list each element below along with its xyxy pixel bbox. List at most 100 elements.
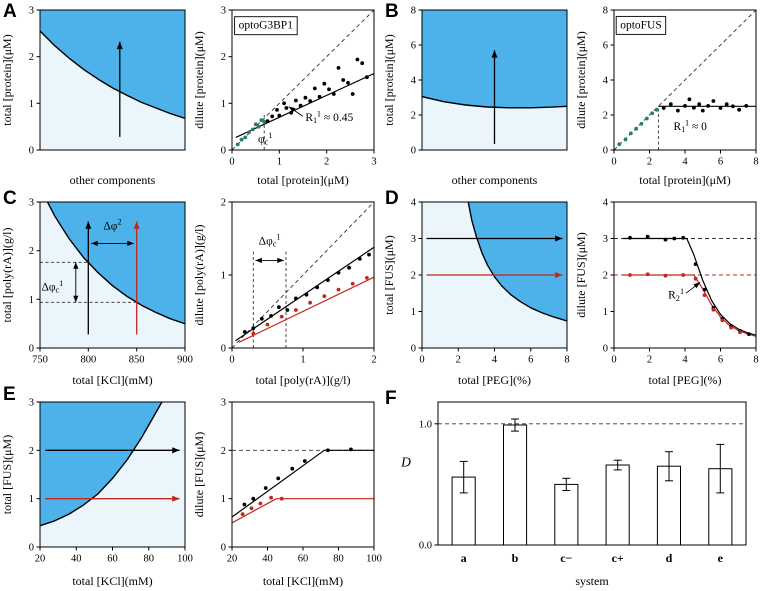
svg-text:R21: R21: [668, 287, 684, 303]
svg-text:1.0: 1.0: [419, 419, 432, 430]
svg-text:2: 2: [221, 446, 226, 457]
svg-text:6: 6: [528, 355, 533, 366]
svg-text:a: a: [461, 551, 467, 565]
chart-d-phase-diagram-fus-peg: 0 2 4 6 8 0 1 2 3 4 total [PEG](%) total [FUS](μM): [382, 198, 570, 388]
svg-text:2: 2: [29, 246, 34, 257]
svg-text:1: 1: [29, 494, 34, 505]
svg-text:0: 0: [229, 355, 234, 366]
svg-text:total [protein](μM): total [protein](μM): [257, 173, 348, 187]
svg-text:0: 0: [29, 146, 34, 157]
svg-text:0: 0: [411, 344, 416, 355]
svg-text:dilute [protein](μM): dilute [protein](μM): [192, 31, 206, 128]
svg-text:40: 40: [71, 554, 82, 565]
svg-text:0: 0: [411, 146, 416, 157]
svg-text:0: 0: [29, 344, 34, 355]
svg-text:total [protein](μM): total [protein](μM): [0, 34, 14, 125]
svg-text:2: 2: [221, 198, 226, 209]
svg-text:total [KCl](mM): total [KCl](mM): [72, 574, 152, 588]
svg-text:4: 4: [682, 157, 688, 168]
svg-text:total [PEG](%): total [PEG](%): [649, 373, 722, 387]
svg-text:total [poly(rA)](g/l): total [poly(rA)](g/l): [256, 373, 351, 387]
svg-text:3: 3: [371, 157, 376, 168]
panel-label-f: F: [385, 388, 397, 409]
chart-a-scatter-optog3bp1: R11 ≈ 0.45 φc1 optoG3BP1 0 1 2 3 0 1 2 3 total [pro…: [192, 6, 377, 188]
svg-text:80: 80: [144, 554, 155, 565]
svg-text:R11 ≈ 0.45: R11 ≈ 0.45: [305, 109, 353, 125]
svg-text:2: 2: [411, 271, 416, 282]
svg-text:2: 2: [324, 157, 329, 168]
svg-text:e: e: [718, 551, 724, 565]
svg-text:optoG3BP1: optoG3BP1: [239, 20, 294, 32]
svg-text:2: 2: [603, 111, 608, 122]
svg-text:1: 1: [221, 271, 226, 282]
svg-text:8: 8: [411, 6, 416, 17]
svg-text:total [KCl](mM): total [KCl](mM): [72, 373, 152, 387]
svg-text:40: 40: [262, 554, 273, 565]
svg-text:2: 2: [456, 355, 461, 366]
svg-text:2: 2: [647, 157, 652, 168]
chart-c-scatter-polyra: Δφc1 0 1 2 0 1 2 total [poly(rA)](g/l) dilute [p…: [192, 198, 377, 388]
svg-text:60: 60: [298, 554, 309, 565]
svg-text:R11 ≈ 0: R11 ≈ 0: [673, 118, 707, 134]
svg-text:6: 6: [411, 41, 416, 52]
svg-text:dilute [poly(rA)](g/l): dilute [poly(rA)](g/l): [192, 225, 206, 326]
svg-text:optoFUS: optoFUS: [620, 19, 662, 31]
svg-text:2: 2: [411, 111, 416, 122]
chart-b-scatter-optofus: R11 ≈ 0 optoFUS 0 2 4 6 8 0 2 4 6 8 total [protein](…: [574, 6, 759, 188]
svg-text:1: 1: [603, 307, 608, 318]
svg-text:8: 8: [603, 6, 608, 17]
svg-text:3: 3: [29, 6, 34, 17]
svg-text:3: 3: [29, 398, 34, 409]
svg-text:0: 0: [603, 146, 608, 157]
svg-text:2: 2: [29, 52, 34, 63]
svg-text:total [poly(rA)](g/l): total [poly(rA)](g/l): [0, 228, 14, 323]
chart-e-scatter-fus-kcl: 20 40 60 80 100 0 1 2 3 total [KCl](mM) dilute [FU…: [192, 398, 382, 589]
svg-text:dilute [protein](μM): dilute [protein](μM): [574, 31, 588, 128]
panel-label-e: E: [3, 384, 16, 405]
svg-text:2: 2: [371, 355, 376, 366]
svg-text:60: 60: [107, 554, 118, 565]
svg-text:900: 900: [177, 355, 193, 366]
svg-text:0: 0: [221, 344, 226, 355]
svg-text:3: 3: [29, 198, 34, 209]
svg-text:3: 3: [221, 6, 226, 17]
svg-text:0: 0: [603, 344, 608, 355]
svg-text:3: 3: [221, 398, 226, 409]
svg-text:total [KCl](mM): total [KCl](mM): [263, 574, 343, 588]
svg-text:1: 1: [221, 494, 226, 505]
svg-text:1: 1: [277, 157, 282, 168]
svg-text:0: 0: [221, 543, 226, 554]
svg-text:2: 2: [603, 271, 608, 282]
chart-d-scatter-fus-peg: R21 0 2 4 6 8 0 1 2 3 4 total [PEG](%) dilute [FUS](…: [574, 198, 759, 388]
chart-b-phase-diagram: 0 2 4 6 8 other components total [protein](μM): [382, 6, 568, 187]
svg-text:b: b: [512, 551, 519, 565]
svg-text:20: 20: [35, 554, 46, 565]
svg-text:6: 6: [718, 355, 723, 366]
svg-text:4: 4: [603, 198, 609, 209]
svg-text:750: 750: [32, 355, 48, 366]
svg-text:φc1: φc1: [258, 131, 272, 147]
svg-text:3: 3: [411, 234, 416, 245]
svg-text:total [FUS](μM): total [FUS](μM): [0, 435, 14, 514]
svg-text:4: 4: [682, 355, 688, 366]
svg-text:1: 1: [221, 99, 226, 110]
svg-text:8: 8: [753, 157, 758, 168]
svg-text:4: 4: [492, 355, 498, 366]
svg-text:D: D: [400, 454, 411, 469]
svg-text:1: 1: [29, 99, 34, 110]
svg-text:8: 8: [564, 355, 569, 366]
svg-text:3: 3: [603, 234, 608, 245]
svg-text:total [PEG](%): total [PEG](%): [458, 373, 531, 387]
svg-text:c+: c+: [612, 551, 624, 565]
svg-text:other components: other components: [452, 173, 538, 187]
svg-text:6: 6: [603, 41, 608, 52]
svg-text:0: 0: [611, 157, 616, 168]
chart-a-phase-diagram: 0 1 2 3 other components total [protein](μM): [0, 6, 186, 187]
svg-text:0: 0: [611, 355, 616, 366]
svg-text:4: 4: [603, 76, 609, 87]
svg-text:2: 2: [29, 446, 34, 457]
svg-text:2: 2: [221, 52, 226, 63]
panel-label-b: B: [385, 1, 399, 22]
svg-text:Δφc1: Δφc1: [259, 233, 281, 249]
